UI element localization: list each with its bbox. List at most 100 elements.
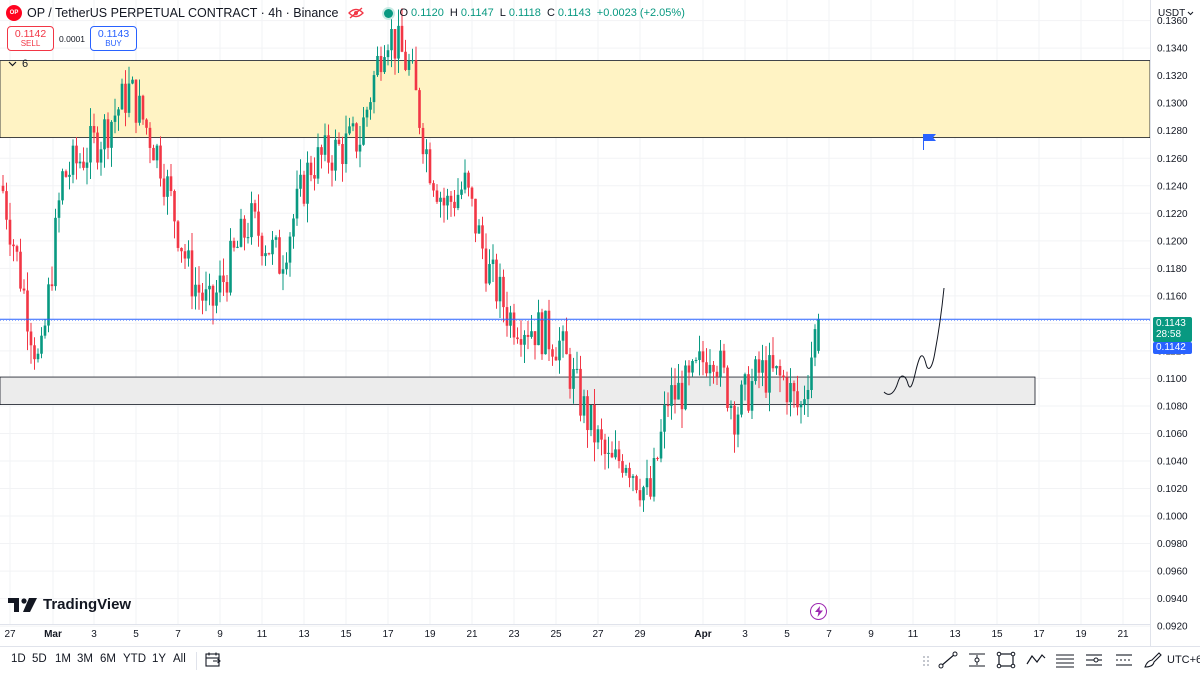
candle-body: [85, 162, 89, 168]
drag-handle-icon[interactable]: [916, 650, 938, 670]
date-range-calendar-icon[interactable]: [204, 651, 222, 669]
candle-body: [691, 361, 694, 373]
eye-off-icon[interactable]: [348, 7, 365, 19]
symbol-title[interactable]: OP / TetherUS PERPETUAL CONTRACT · 4h · …: [27, 6, 339, 20]
candle-body: [572, 369, 575, 389]
candle-body: [505, 307, 509, 326]
candle-body: [652, 458, 656, 497]
timezone-label[interactable]: UTC+6: [1167, 654, 1200, 666]
range-1y[interactable]: 1Y: [152, 653, 167, 665]
time-tick-label: 27: [4, 629, 16, 640]
gann-fan-tool-icon[interactable]: [1113, 650, 1135, 670]
candle-body: [726, 367, 729, 408]
zone-drawings[interactable]: [0, 60, 1151, 405]
candle-body: [666, 405, 670, 407]
tradingview-logo[interactable]: TradingView: [8, 596, 131, 613]
candle-body: [533, 331, 537, 346]
lightning-icon[interactable]: [810, 603, 827, 620]
range-1m[interactable]: 1M: [55, 653, 71, 665]
candle-body: [183, 251, 187, 259]
candle-body: [124, 83, 127, 113]
spread-value: 0.0001: [59, 33, 85, 44]
candle-body: [33, 345, 36, 360]
range-1d[interactable]: 1D: [11, 653, 26, 665]
candle-body: [250, 203, 253, 238]
candle-body: [295, 188, 299, 219]
rectangle-tool-icon[interactable]: [995, 650, 1017, 670]
candle-body: [50, 284, 54, 287]
candle-body: [530, 331, 533, 337]
last-price-tag: 0.1143 28:58: [1153, 317, 1192, 342]
currency-selector[interactable]: USDT: [1158, 8, 1194, 19]
time-tick-label: 7: [175, 629, 181, 640]
time-tick-label: 3: [742, 629, 748, 640]
candlestick-series: [1, 8, 820, 512]
range-3m[interactable]: 3M: [77, 653, 93, 665]
ohlc-open: 0.1120: [411, 7, 444, 19]
candle-body: [547, 310, 551, 350]
price-tick-label: 0.1200: [1157, 236, 1188, 247]
trade-panel: 0.1142 SELL 0.0001 0.1143 BUY: [7, 26, 137, 51]
brush-tool-icon[interactable]: [1142, 650, 1164, 670]
range-5d[interactable]: 5D: [32, 653, 47, 665]
horizontal-line-tool-icon[interactable]: [966, 650, 988, 670]
candle-body: [600, 429, 603, 440]
candle-body: [705, 362, 708, 374]
position-tool-icon[interactable]: [1083, 650, 1105, 670]
candle-body: [477, 225, 481, 234]
candle-body: [628, 467, 631, 478]
candle-body: [610, 452, 614, 458]
fib-retracement-tool-icon[interactable]: [1054, 650, 1076, 670]
price-tick-label: 0.1220: [1157, 209, 1188, 220]
candle-body: [561, 331, 565, 341]
candle-body: [120, 83, 124, 110]
price-tick-label: 0.1320: [1157, 71, 1188, 82]
candle-body: [162, 178, 166, 197]
time-axis[interactable]: 27 Mar 3 5 7 9 11 13 15 17 19 21 23 25 27 29 Apr 3 5 7 9 11 13…: [0, 624, 1150, 641]
candle-body: [484, 248, 488, 284]
candle-body: [369, 102, 372, 110]
candle-body: [190, 250, 194, 297]
candle-body: [5, 191, 8, 220]
candle-body: [554, 356, 558, 361]
candle-body: [516, 337, 519, 340]
candle-body: [257, 211, 260, 236]
candle-body: [243, 218, 246, 238]
candle-body: [474, 198, 477, 234]
candle-body: [218, 275, 222, 293]
path-tool-icon[interactable]: [1025, 650, 1047, 670]
sell-button[interactable]: 0.1142 SELL: [7, 26, 54, 51]
price-tick-label: 0.1040: [1157, 456, 1188, 467]
candle-body: [544, 310, 547, 355]
range-all[interactable]: All: [173, 653, 186, 665]
range-ytd[interactable]: YTD: [123, 653, 146, 665]
candle-body: [733, 405, 736, 435]
price-axis[interactable]: 0.1360 0.1340 0.1320 0.1300 0.1280 0.1260 0.12…: [1150, 0, 1189, 646]
price-tick-label: 0.0920: [1157, 622, 1188, 633]
price-tick-label: 0.1240: [1157, 181, 1188, 192]
candle-body: [201, 292, 204, 301]
range-6m[interactable]: 6M: [100, 653, 116, 665]
candle-body: [596, 429, 600, 443]
candle-body: [754, 359, 757, 382]
candle-body: [43, 325, 47, 336]
candle-body: [110, 121, 113, 148]
flag-icon[interactable]: [922, 133, 938, 151]
candle-body: [642, 487, 645, 501]
candle-body: [36, 353, 40, 360]
buy-button[interactable]: 0.1143 BUY: [90, 26, 137, 51]
candle-body: [481, 225, 484, 249]
candle-body: [29, 331, 33, 346]
candle-body: [673, 385, 677, 400]
candle-body: [264, 253, 267, 257]
price-tick-label: 0.0960: [1157, 567, 1188, 578]
op-logo-icon: OP: [6, 5, 22, 21]
trend-line-tool-icon[interactable]: [937, 650, 959, 670]
time-tick-label: 25: [550, 629, 562, 640]
candle-body: [246, 237, 250, 239]
candle-body: [425, 149, 428, 155]
candle-body: [491, 259, 495, 265]
candle-body: [432, 183, 435, 191]
indicators-toggle[interactable]: 6: [8, 58, 28, 70]
